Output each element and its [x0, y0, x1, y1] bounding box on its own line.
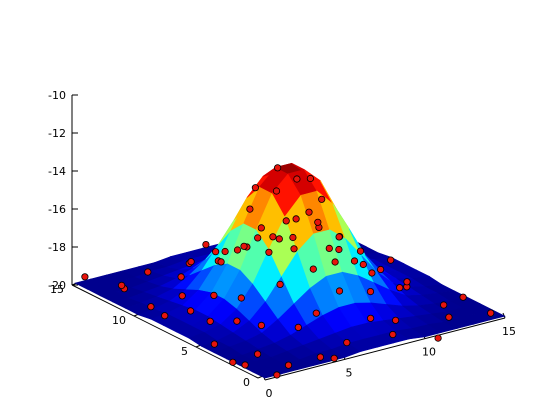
data-point-marker	[289, 233, 297, 242]
data-point-marker	[368, 269, 376, 277]
data-point-marker	[229, 358, 237, 366]
scatter-markers	[81, 164, 495, 379]
z-tick-label: -12	[48, 127, 66, 140]
data-point-marker	[309, 265, 317, 273]
data-point-marker	[293, 175, 301, 183]
data-point-marker	[318, 195, 326, 203]
data-point-marker	[330, 354, 338, 362]
data-point-marker	[359, 260, 367, 269]
x-axis-line	[264, 317, 506, 381]
data-point-marker	[445, 313, 453, 321]
y-axis-ticks: 0 5 10 15	[50, 282, 264, 389]
z-tick-label: -10	[48, 89, 66, 102]
data-point-marker	[335, 245, 343, 254]
data-point-marker	[284, 361, 293, 369]
data-point-marker	[161, 312, 169, 320]
data-point-marker	[314, 218, 322, 226]
data-point-marker	[202, 241, 210, 249]
data-point-marker	[257, 321, 265, 329]
data-point-marker	[237, 294, 245, 302]
data-point-marker	[487, 309, 495, 317]
z-tick-label: -14	[48, 165, 66, 178]
data-point-marker	[217, 258, 225, 266]
data-point-marker	[254, 234, 262, 242]
data-point-marker	[366, 314, 375, 322]
data-point-marker	[273, 164, 282, 172]
data-point-marker	[331, 258, 339, 266]
data-point-marker	[241, 361, 249, 369]
data-point-marker	[325, 244, 333, 252]
data-point-marker	[221, 247, 229, 256]
x-tick-label: 15	[502, 325, 516, 338]
z-axis-ticks: -20 -18 -16 -14 -12 -10	[48, 89, 78, 292]
data-point-marker	[306, 174, 314, 183]
data-point-marker	[187, 258, 195, 266]
data-point-marker	[212, 248, 220, 256]
data-point-marker	[335, 233, 343, 241]
data-point-marker	[376, 265, 385, 274]
plot-axes	[71, 95, 506, 381]
data-point-marker	[251, 184, 259, 192]
data-point-marker	[389, 330, 397, 339]
data-point-marker	[434, 334, 442, 342]
data-point-marker	[233, 317, 241, 325]
data-point-marker	[246, 205, 254, 213]
data-point-marker	[391, 316, 400, 324]
data-point-marker	[276, 280, 284, 288]
y-tick-label: 15	[50, 283, 64, 296]
data-point-marker	[312, 309, 320, 317]
data-point-marker	[272, 187, 281, 195]
data-point-marker	[316, 353, 324, 361]
surface-mesh	[74, 162, 506, 379]
data-point-marker	[273, 371, 281, 379]
data-point-marker	[177, 273, 185, 281]
data-point-marker	[396, 284, 404, 292]
data-point-marker	[206, 317, 214, 325]
data-point-marker	[257, 224, 265, 232]
data-point-marker	[210, 340, 218, 348]
data-point-marker	[144, 268, 152, 276]
data-point-marker	[290, 245, 298, 253]
data-point-marker	[254, 350, 262, 358]
data-point-marker	[440, 301, 448, 309]
data-point-marker	[305, 208, 313, 216]
data-point-marker	[387, 256, 395, 264]
data-point-marker	[265, 248, 273, 256]
z-tick-label: -18	[48, 241, 66, 254]
data-point-marker	[178, 292, 186, 300]
x-tick-label: 0	[266, 387, 273, 400]
data-point-marker	[187, 307, 195, 315]
data-point-marker	[335, 287, 344, 295]
data-point-marker	[356, 247, 365, 255]
data-point-marker	[233, 246, 242, 254]
data-point-marker	[294, 323, 302, 331]
data-point-marker	[81, 273, 89, 281]
x-tick-label: 10	[422, 346, 436, 359]
data-point-marker	[366, 287, 375, 296]
data-point-marker	[210, 291, 218, 299]
data-point-marker	[403, 278, 411, 286]
data-point-marker	[240, 242, 248, 250]
y-tick-label: 5	[181, 345, 188, 358]
data-point-marker	[292, 215, 300, 223]
y-axis-line	[71, 284, 259, 379]
data-point-marker	[350, 257, 359, 265]
z-tick-label: -16	[48, 203, 66, 216]
y-tick-label: 10	[112, 314, 126, 327]
y-tick-label: 0	[243, 376, 250, 389]
data-point-marker	[275, 235, 283, 243]
data-point-marker	[459, 293, 467, 301]
data-point-marker	[118, 281, 126, 289]
data-point-marker	[282, 217, 290, 225]
data-point-marker	[269, 233, 277, 241]
x-tick-label: 5	[346, 366, 353, 379]
data-point-marker	[343, 338, 351, 347]
z-tick-label: -20	[48, 279, 66, 292]
data-point-marker	[147, 303, 155, 311]
